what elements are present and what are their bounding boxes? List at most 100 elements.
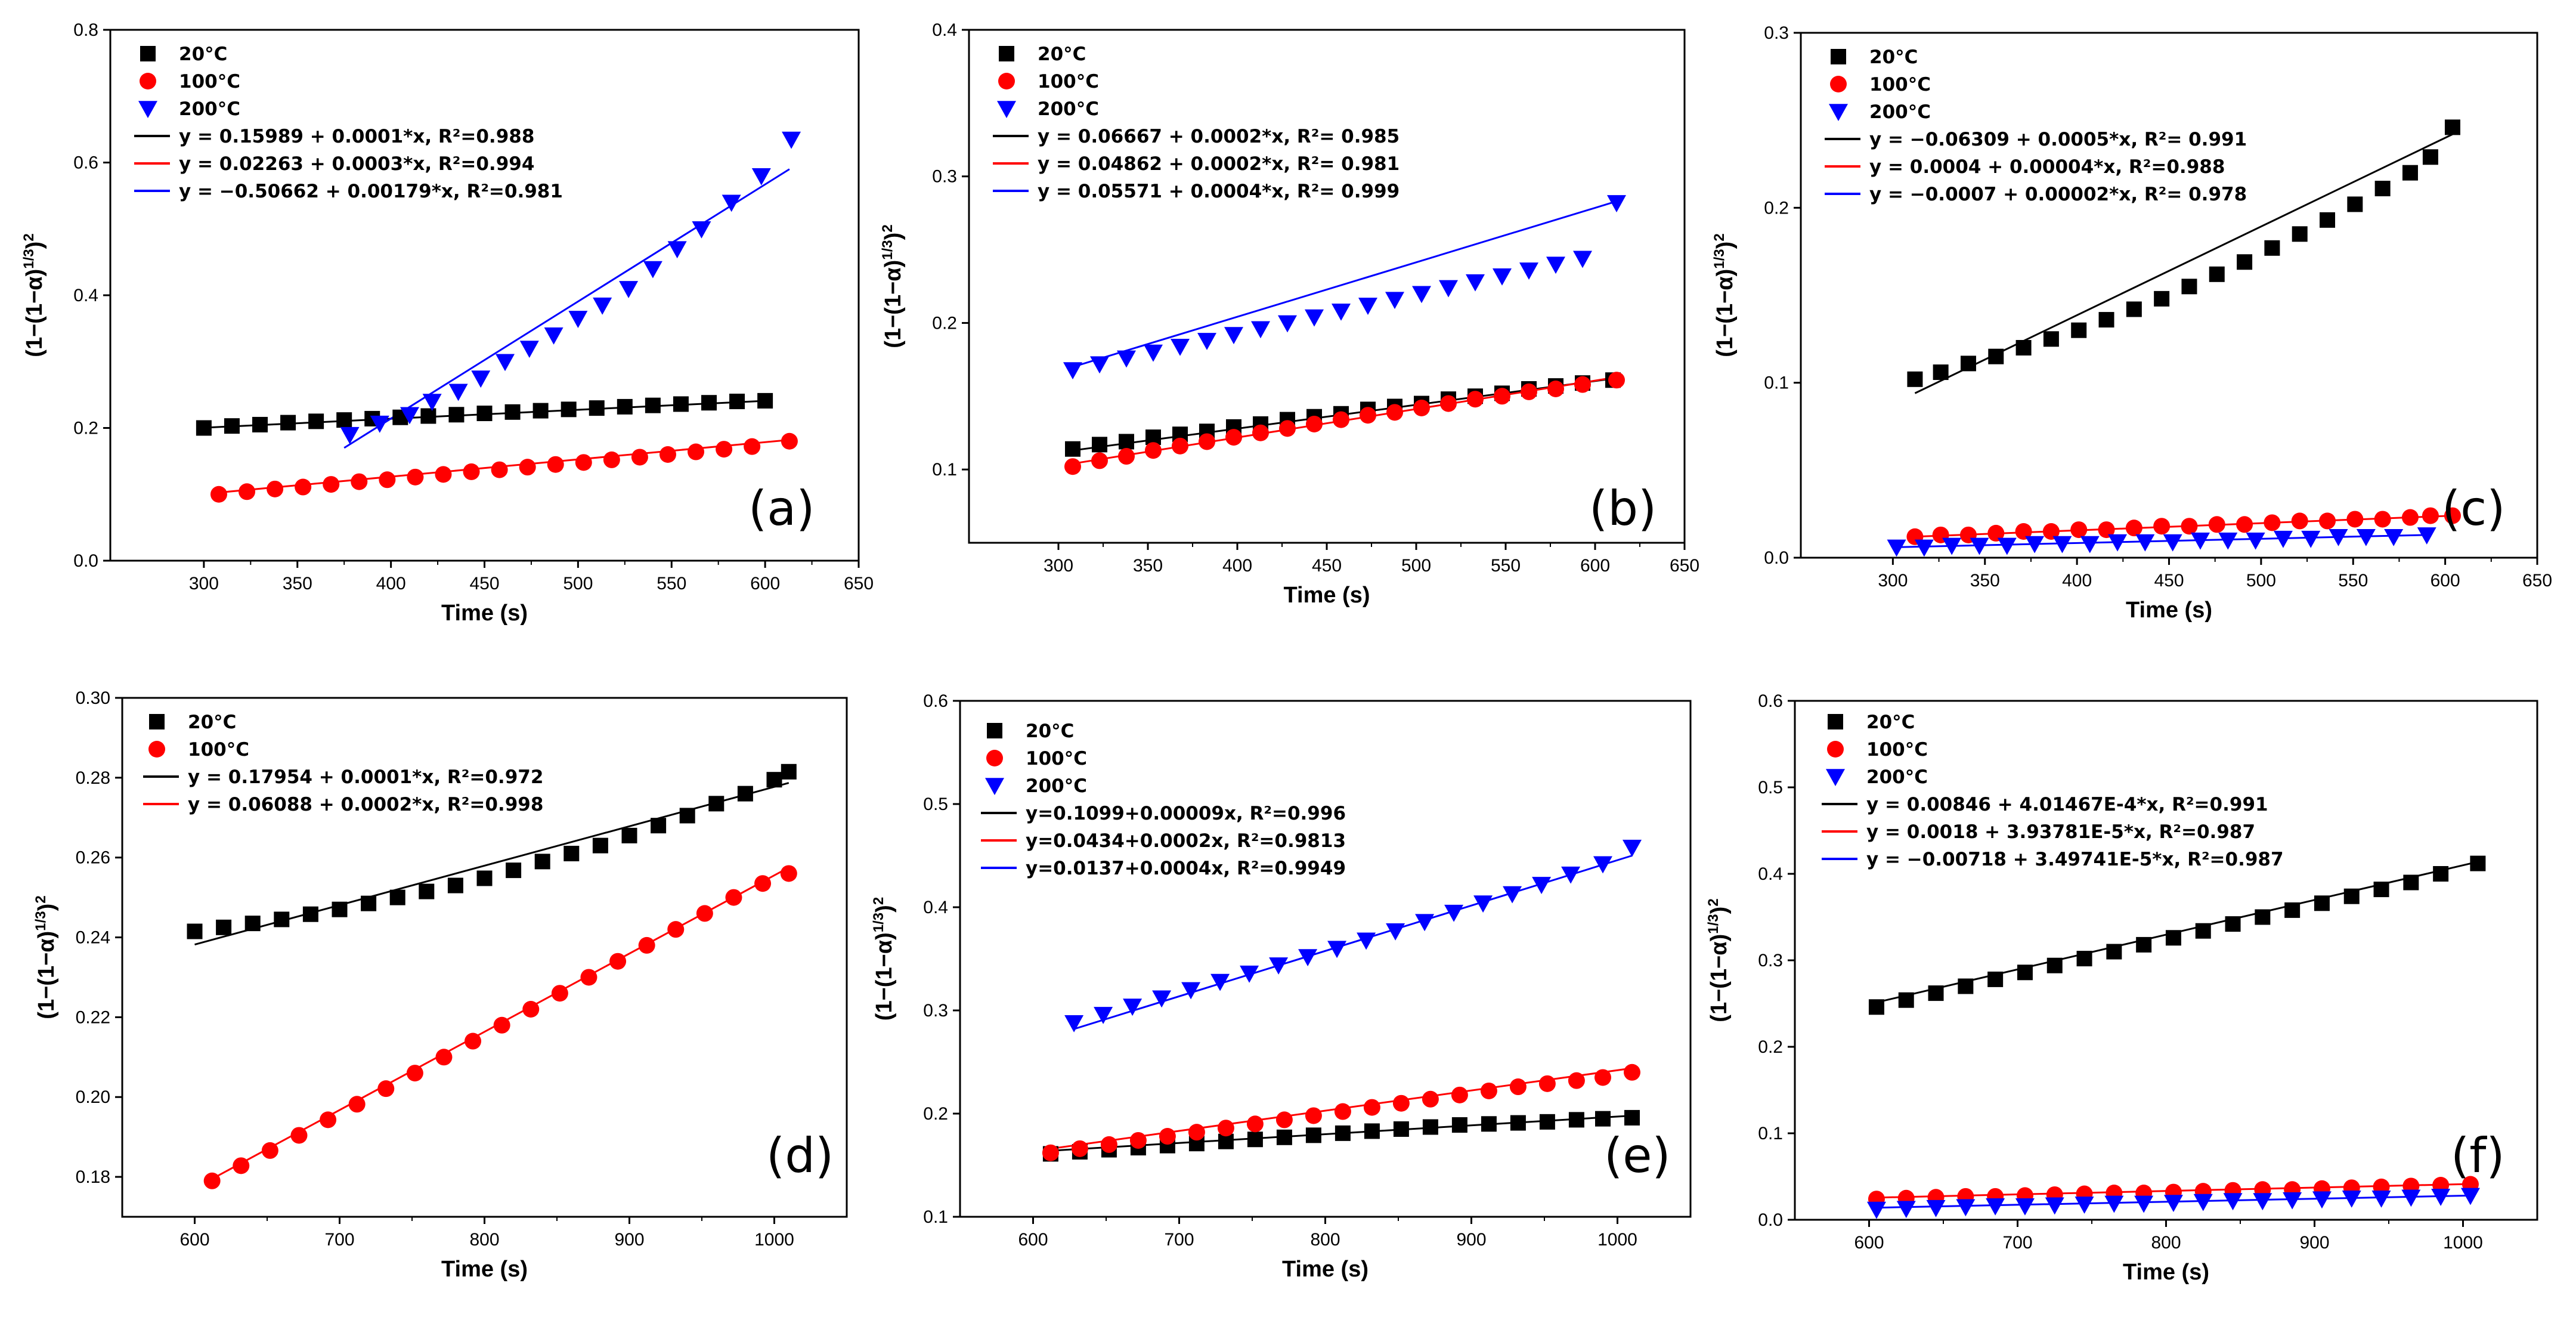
data-point <box>1866 1201 1886 1219</box>
data-point <box>1305 309 1324 327</box>
legend-fit-entry: y = 0.00846 + 4.01467E-4*x, R²=0.991 <box>1866 794 2268 815</box>
x-tick-label: 600 <box>1018 1230 1048 1250</box>
data-point <box>592 837 608 854</box>
data-point <box>463 463 480 480</box>
data-point <box>476 870 493 886</box>
data-point <box>1926 1199 1946 1217</box>
data-point <box>1247 1131 1263 1148</box>
x-tick-label: 450 <box>1312 556 1342 576</box>
data-point <box>1360 407 1376 424</box>
data-point <box>1480 1082 1497 1099</box>
legend-entry: 100°C <box>1869 74 1931 95</box>
data-point <box>476 406 493 422</box>
data-point <box>1561 866 1581 884</box>
data-point <box>751 168 771 186</box>
data-point <box>651 818 667 834</box>
x-tick-label: 300 <box>189 574 219 593</box>
data-point <box>2165 930 2181 946</box>
y-tick-label: 0.1 <box>932 460 957 480</box>
data-point <box>2181 279 2197 295</box>
data-point <box>1306 415 1323 432</box>
data-point <box>491 461 508 478</box>
data-point <box>725 889 742 906</box>
data-point <box>1494 388 1510 405</box>
x-tick-label: 900 <box>2299 1233 2329 1253</box>
legend-entry: 20°C <box>1869 47 1918 68</box>
data-point <box>493 1016 510 1034</box>
data-point <box>1956 1199 1976 1217</box>
data-point <box>2292 226 2308 242</box>
panel-label: (f) <box>2451 1128 2505 1183</box>
x-tick-label: 700 <box>2002 1233 2032 1253</box>
legend-entry: 20°C <box>1866 712 1915 733</box>
legend-entry: 200°C <box>179 98 240 120</box>
legend-fit-entry: y = 0.04862 + 0.0002*x, R²= 0.981 <box>1038 153 1400 175</box>
data-point <box>716 441 733 458</box>
legend-entry: 200°C <box>1038 98 1099 120</box>
data-point <box>1364 1123 1380 1139</box>
x-tick-label: 550 <box>2338 571 2368 591</box>
data-point <box>370 415 389 433</box>
series-200C <box>1063 195 1626 380</box>
data-point <box>1092 437 1107 453</box>
data-point <box>2108 534 2128 552</box>
data-point <box>2444 119 2460 135</box>
x-tick-label: 300 <box>1044 556 1073 576</box>
data-point <box>216 919 232 935</box>
data-point <box>2126 301 2142 317</box>
data-point <box>448 407 465 423</box>
data-point <box>1451 1086 1468 1103</box>
legend-fit-entry: y = 0.02263 + 0.0003*x, R²=0.994 <box>179 153 534 175</box>
data-point <box>2356 529 2376 546</box>
data-point <box>340 426 360 444</box>
y-tick-label: 0.2 <box>73 419 98 438</box>
data-point <box>1986 1198 2005 1216</box>
x-tick-label: 1000 <box>1597 1230 1637 1250</box>
x-tick-label: 650 <box>844 574 874 593</box>
data-point <box>1275 1111 1293 1129</box>
data-point <box>2163 534 2182 552</box>
data-point <box>2460 1188 2480 1205</box>
data-point <box>1987 971 2004 987</box>
data-point <box>1171 338 1190 356</box>
data-point <box>1064 458 1081 475</box>
data-point <box>1117 350 1136 368</box>
legend-fit-entry: y=0.0137+0.0004x, R²=0.9949 <box>1026 858 1346 879</box>
data-point <box>1334 1103 1351 1120</box>
legend-marker <box>986 750 1003 766</box>
panel-label: (c) <box>2442 481 2505 536</box>
data-point <box>2225 916 2241 932</box>
data-point <box>1568 1072 1585 1089</box>
data-point <box>1574 376 1591 393</box>
data-point <box>1987 524 2005 542</box>
data-point <box>1091 452 1108 469</box>
data-point <box>420 408 436 424</box>
y-axis-title: (1−(1−α)1/3)2 <box>871 897 897 1021</box>
data-point <box>1199 433 1215 450</box>
x-tick-label: 650 <box>1670 556 1699 576</box>
data-point <box>1942 537 1962 555</box>
x-tick-label: 350 <box>283 574 312 593</box>
data-point <box>781 432 798 450</box>
data-point <box>1509 1078 1527 1096</box>
x-axis-title: Time (s) <box>441 1257 528 1282</box>
data-point <box>1868 999 1884 1015</box>
data-point <box>1467 391 1484 408</box>
data-point <box>1363 1099 1380 1116</box>
data-point <box>2444 507 2461 524</box>
x-tick-label: 500 <box>563 574 593 593</box>
data-point <box>2401 509 2419 526</box>
x-tick-label: 400 <box>376 574 406 593</box>
data-point <box>1887 539 1906 557</box>
y-tick-label: 0.0 <box>1758 1210 1783 1230</box>
data-point <box>1624 1064 1640 1081</box>
legend-fit-entry: y = 0.0018 + 3.93781E-5*x, R²=0.987 <box>1866 821 2255 843</box>
data-point <box>1145 442 1162 459</box>
x-tick-label: 500 <box>1401 556 1431 576</box>
legend-marker <box>987 723 1002 738</box>
legend-marker <box>140 73 156 89</box>
data-point <box>2402 165 2418 181</box>
data-point <box>1327 941 1347 959</box>
data-point <box>2075 1197 2094 1214</box>
data-point <box>320 1111 337 1129</box>
